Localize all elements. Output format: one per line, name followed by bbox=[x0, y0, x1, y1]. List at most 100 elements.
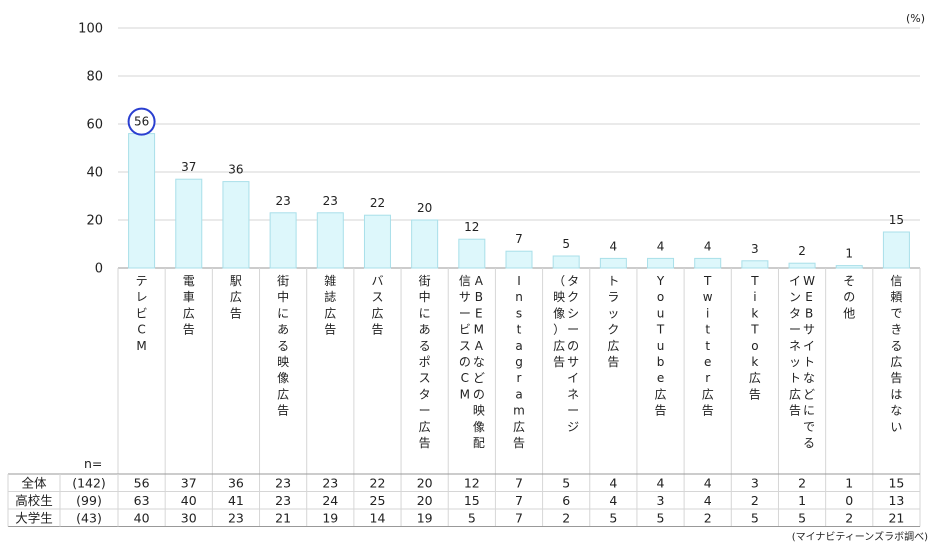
category-label: テレビ C M bbox=[136, 274, 148, 353]
data-label: 4 bbox=[657, 239, 665, 253]
y-tick-label: 40 bbox=[86, 166, 103, 181]
category-label: その他 bbox=[843, 274, 855, 320]
table-cell: 2 bbox=[704, 510, 712, 525]
table-cell: 36 bbox=[228, 475, 244, 490]
table-cell: 23 bbox=[322, 475, 338, 490]
data-labels: 56 37 36 23 23 22 20 12 7 5 4 4 4 3 2 1 15 bbox=[127, 107, 904, 261]
category-label: 信頼できる広告はない bbox=[890, 274, 902, 434]
category-label: 街中にある映像広告 bbox=[277, 274, 289, 418]
y-tick-label: 80 bbox=[86, 70, 103, 85]
table-row-label: 大学生 bbox=[15, 510, 53, 525]
table-cell: 7 bbox=[515, 510, 523, 525]
table-cell: 23 bbox=[275, 493, 291, 508]
bar bbox=[741, 260, 769, 269]
table-cell: 30 bbox=[181, 510, 197, 525]
category-labels: テレビ C M 電車広告 駅広告 街中にある映像広告 雑誌広告 バス広告 街中にあるポスター広告… bbox=[136, 273, 903, 450]
data-label: 20 bbox=[417, 201, 432, 215]
data-label: 4 bbox=[704, 239, 712, 253]
data-label: 12 bbox=[464, 220, 479, 234]
table-cell: 0 bbox=[845, 493, 853, 508]
table-cell: 5 bbox=[657, 510, 665, 525]
bar bbox=[411, 219, 439, 269]
y-tick-label: 0 bbox=[95, 262, 103, 277]
bar bbox=[128, 133, 156, 269]
category-label: W E B サイトなどにでる bbox=[803, 274, 815, 450]
category-label: （映像）広告 bbox=[553, 274, 565, 369]
bar bbox=[269, 212, 297, 269]
table-cell: 4 bbox=[609, 493, 617, 508]
highlight-circle bbox=[127, 107, 156, 136]
bar bbox=[552, 255, 580, 269]
data-label: 7 bbox=[515, 232, 523, 246]
table-cell: 21 bbox=[275, 510, 291, 525]
category-label: 雑誌広告 bbox=[324, 273, 336, 337]
source-note: (マイナビティーンズラボ調べ) bbox=[792, 530, 928, 543]
table-cell: 1 bbox=[845, 475, 853, 490]
table-cell: 40 bbox=[181, 493, 197, 508]
table-row-label: 全体 bbox=[21, 475, 47, 490]
bar bbox=[599, 257, 627, 269]
table-cell: 37 bbox=[181, 475, 197, 490]
bar bbox=[458, 238, 486, 269]
table-cell: 14 bbox=[370, 510, 386, 525]
table-cell: 3 bbox=[657, 493, 665, 508]
table-cell: 6 bbox=[562, 493, 570, 508]
data-label: 23 bbox=[275, 194, 290, 208]
table-cell: 63 bbox=[134, 493, 150, 508]
data-label: 37 bbox=[181, 160, 196, 174]
table-cell: 3 bbox=[751, 475, 759, 490]
table-cell: 23 bbox=[228, 510, 244, 525]
table-cell: 2 bbox=[845, 510, 853, 525]
table-cell: 1 bbox=[798, 493, 806, 508]
table-cell: 2 bbox=[562, 510, 570, 525]
unit-label: (%) bbox=[906, 12, 925, 25]
table-cell: 4 bbox=[609, 475, 617, 490]
table-cell: 2 bbox=[751, 493, 759, 508]
y-tick-label: 100 bbox=[78, 22, 103, 37]
data-label: 2 bbox=[798, 244, 806, 258]
table-cell: 40 bbox=[134, 510, 150, 525]
table-n-value: (142) bbox=[72, 475, 106, 490]
category-label: バス広告 bbox=[371, 274, 383, 337]
data-label: 1 bbox=[845, 247, 853, 261]
table-cell: 20 bbox=[417, 475, 433, 490]
bar bbox=[882, 231, 910, 269]
table-n-value: (99) bbox=[76, 493, 102, 508]
table-cell: 5 bbox=[751, 510, 759, 525]
table-cell: 24 bbox=[322, 493, 338, 508]
bar bbox=[835, 265, 863, 269]
table-cell: 19 bbox=[322, 510, 338, 525]
table-cell: 5 bbox=[562, 475, 570, 490]
data-label: 5 bbox=[562, 237, 570, 251]
table-cell: 2 bbox=[798, 475, 806, 490]
table-cell: 4 bbox=[704, 493, 712, 508]
table-row-label: 高校生 bbox=[15, 493, 53, 508]
category-label: タクシーのサイネージ bbox=[567, 274, 579, 434]
table-cell: 4 bbox=[657, 475, 665, 490]
data-label: 22 bbox=[370, 196, 385, 210]
gridlines bbox=[117, 27, 921, 527]
table-cell: 15 bbox=[888, 475, 904, 490]
table-cell: 5 bbox=[609, 510, 617, 525]
bar bbox=[363, 214, 391, 269]
data-label: 15 bbox=[889, 213, 904, 227]
y-tick-label: 20 bbox=[86, 214, 103, 229]
table-cell: 25 bbox=[370, 493, 386, 508]
data-label: 56 bbox=[134, 115, 149, 129]
table-cell: 23 bbox=[275, 475, 291, 490]
table-cell: 7 bbox=[515, 493, 523, 508]
table-cell: 21 bbox=[888, 510, 904, 525]
bar bbox=[175, 178, 203, 269]
table-cell: 5 bbox=[468, 510, 476, 525]
y-tick-label: 60 bbox=[86, 118, 103, 133]
category-label: インターネット広告 bbox=[789, 274, 801, 418]
bars bbox=[128, 133, 910, 269]
table-cell: 12 bbox=[464, 475, 480, 490]
table-cell: 41 bbox=[228, 493, 244, 508]
category-label: 駅広告 bbox=[230, 274, 242, 320]
